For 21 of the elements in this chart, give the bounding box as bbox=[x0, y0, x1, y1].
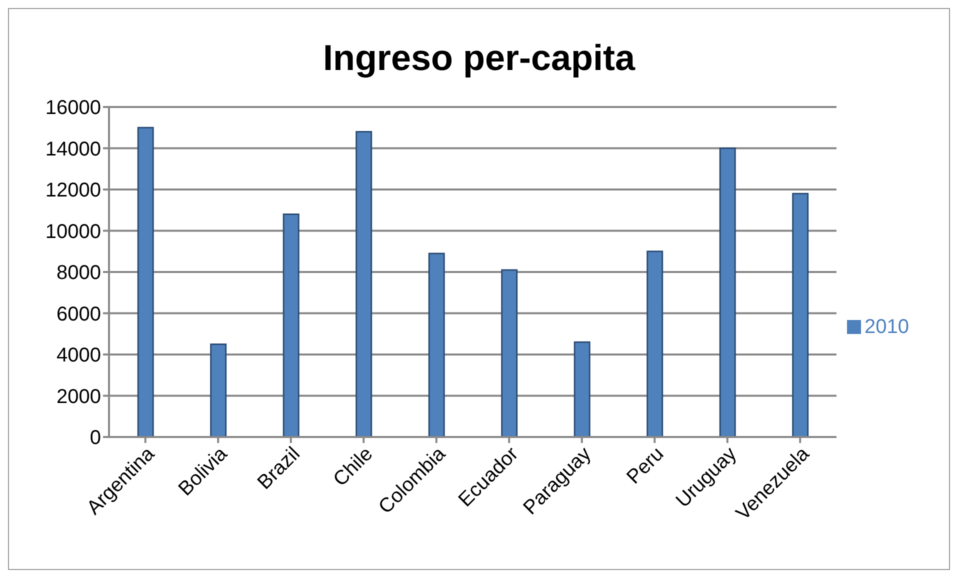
y-tick-label: 4000 bbox=[56, 344, 101, 367]
y-tick-label: 6000 bbox=[56, 303, 101, 326]
bar bbox=[137, 126, 154, 437]
legend-label: 2010 bbox=[864, 316, 909, 338]
bar bbox=[792, 192, 809, 437]
chart-title: Ingreso per-capita bbox=[322, 37, 636, 80]
bar bbox=[719, 148, 736, 437]
bar bbox=[574, 341, 590, 437]
y-tick-label: 14000 bbox=[45, 138, 101, 160]
y-tick-label: 2000 bbox=[56, 386, 101, 408]
y-tick-label: 16000 bbox=[45, 97, 101, 120]
y-tick-label: 0 bbox=[90, 427, 101, 450]
bar bbox=[282, 214, 300, 437]
y-tick-label: 10000 bbox=[45, 220, 101, 243]
bar bbox=[501, 269, 518, 437]
bar bbox=[356, 131, 372, 437]
y-tick-label: 12000 bbox=[45, 180, 101, 202]
y-tick-label: 8000 bbox=[56, 262, 101, 284]
bar bbox=[646, 250, 664, 437]
bar bbox=[210, 343, 227, 437]
bar bbox=[428, 252, 445, 437]
